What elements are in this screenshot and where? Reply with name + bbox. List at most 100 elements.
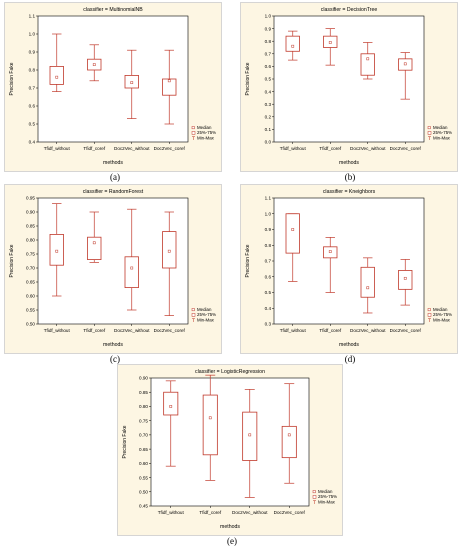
legend-median-swatch	[312, 490, 316, 494]
iqr-box	[285, 35, 300, 52]
x-tick-label: Tfidf_coref	[83, 328, 105, 333]
caption-d: (d)	[344, 354, 356, 364]
x-tick-label: Tfidf_coref	[319, 146, 341, 151]
legend-median-label: Median	[197, 307, 212, 312]
y-tick-label: 0.90	[26, 210, 35, 215]
chart-e: classifier = LogisticRegression Precision…	[117, 364, 343, 536]
y-tick-label: 1.0	[29, 32, 36, 37]
y-axis-label: Precision Fake	[122, 425, 128, 458]
median-marker	[403, 276, 407, 280]
box-Doc2Vec_without	[124, 49, 139, 119]
box-Doc2Vec_without	[360, 42, 375, 80]
median-marker	[92, 63, 96, 66]
y-tick-label: 0.4	[29, 140, 36, 145]
median-marker	[366, 57, 370, 61]
x-tick-label: Tfidf_without	[44, 328, 71, 333]
y-tick-label: 0.5	[265, 290, 272, 295]
y-tick-label: 0.60	[26, 294, 35, 299]
y-tick-label: 0.85	[26, 224, 35, 229]
median-marker	[328, 41, 332, 44]
iqr-box	[87, 236, 102, 261]
y-tick-label: 0.2	[265, 115, 272, 120]
box-Tfidf_coref	[323, 237, 338, 293]
chart-c: classifier = RandomForest Precision Fake m…	[4, 184, 222, 354]
y-tick-label: 0.0	[265, 140, 272, 145]
chart-d: classifier = Kneighbors Precision Fake met…	[240, 184, 458, 354]
x-tick-label: Doc2Vec_coref	[154, 146, 186, 151]
y-tick-label: 0.50	[26, 322, 35, 327]
caption-c: (c)	[110, 354, 120, 364]
y-tick-label: 0.4	[265, 89, 272, 94]
legend-iqr-label: 25%-75%	[197, 130, 216, 135]
chart-title: classifier = RandomForest	[83, 189, 144, 195]
x-tick-label: Doc2Vec_coref	[154, 328, 186, 333]
box-Tfidf_coref	[323, 28, 338, 66]
legend-median-swatch	[191, 308, 195, 312]
y-axis-label: Precision Fake	[245, 62, 251, 95]
box-Doc2Vec_without	[242, 389, 258, 498]
box-Tfidf_without	[285, 30, 300, 61]
median-marker	[167, 79, 171, 83]
iqr-box	[162, 78, 177, 96]
y-tick-label: 0.45	[139, 504, 148, 509]
x-axis-label: methods	[103, 342, 123, 348]
legend-iqr-label: 25%-75%	[318, 494, 337, 499]
box-Doc2Vec_coref	[162, 211, 177, 316]
legend-range-label: Min-Max	[197, 318, 215, 323]
y-tick-label: 0.8	[265, 39, 272, 44]
y-tick-label: 0.80	[139, 404, 148, 409]
y-tick-label: 1.0	[265, 211, 272, 216]
x-tick-label: Tfidf_without	[44, 146, 71, 151]
x-tick-label: Tfidf_without	[280, 146, 307, 151]
box-Tfidf_coref	[202, 374, 218, 481]
box-Tfidf_without	[285, 213, 300, 282]
x-tick-label: Doc2Vec_coref	[390, 328, 422, 333]
box-Doc2Vec_coref	[162, 49, 177, 125]
median-marker	[92, 241, 96, 245]
box-Tfidf_without	[163, 380, 179, 467]
x-tick-label: Tfidf_coref	[319, 328, 341, 333]
y-tick-label: 1.1	[265, 196, 272, 201]
legend-range-label: Min-Max	[197, 136, 215, 141]
legend-iqr-swatch	[427, 313, 432, 317]
box-Doc2Vec_without	[124, 208, 139, 311]
legend-iqr-swatch	[312, 495, 317, 499]
plot-area	[273, 15, 425, 143]
legend-median-label: Median	[197, 125, 212, 130]
x-tick-label: Doc2Vec_coref	[274, 510, 306, 515]
panel-c: classifier = RandomForest Precision Fake m…	[4, 184, 222, 354]
iqr-box	[202, 394, 218, 456]
x-tick-label: Doc2Vec_without	[350, 328, 386, 333]
iqr-box	[242, 411, 258, 461]
median-marker	[55, 75, 59, 79]
y-axis-label: Precision Fake	[9, 244, 15, 277]
y-tick-label: 0.55	[139, 475, 148, 480]
x-axis-label: methods	[103, 160, 123, 166]
box-Tfidf_without	[49, 203, 64, 297]
legend-iqr-label: 25%-75%	[433, 130, 452, 135]
y-tick-label: 0.65	[26, 280, 35, 285]
iqr-box	[360, 53, 375, 76]
panel-e: classifier = LogisticRegression Precision…	[117, 364, 343, 536]
iqr-box	[285, 213, 300, 254]
box-Doc2Vec_coref	[281, 383, 297, 484]
box-Tfidf_coref	[87, 44, 102, 82]
legend-iqr-label: 25%-75%	[197, 312, 216, 317]
y-tick-label: 1.1	[29, 14, 36, 19]
x-tick-label: Doc2Vec_without	[350, 146, 386, 151]
y-tick-label: 0.9	[29, 50, 36, 55]
y-tick-label: 0.5	[265, 77, 272, 82]
panel-a: classifier = MultinomialNB Precision Fake…	[4, 2, 222, 172]
y-tick-label: 0.75	[26, 252, 35, 257]
y-tick-label: 0.5	[29, 122, 36, 127]
y-tick-label: 0.50	[139, 489, 148, 494]
median-marker	[328, 250, 332, 253]
panel-d: classifier = Kneighbors Precision Fake met…	[240, 184, 458, 354]
median-marker	[167, 249, 171, 253]
iqr-box	[49, 66, 64, 85]
chart-b: classifier = DecisionTree Precision Fake m…	[240, 2, 458, 172]
y-tick-label: 0.8	[29, 68, 36, 73]
box-Tfidf_coref	[87, 211, 102, 263]
caption-a: (a)	[110, 172, 120, 182]
legend-median-label: Median	[433, 307, 448, 312]
